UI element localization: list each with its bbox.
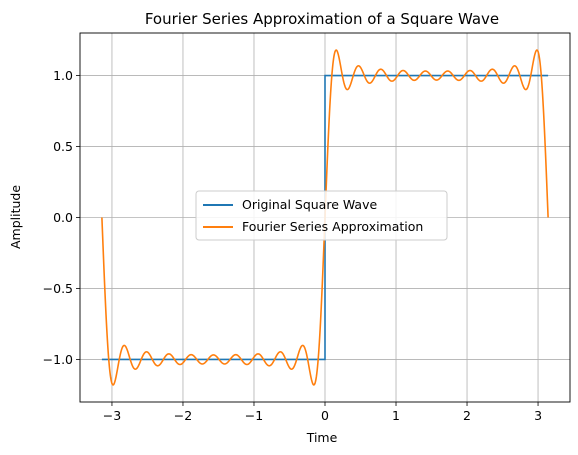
y-tick-label: 0.0 [53, 210, 73, 225]
x-tick-label: 1 [392, 408, 400, 423]
x-tick-label: −2 [174, 408, 192, 423]
x-tick-label: 0 [321, 408, 329, 423]
y-tick-label: −1.0 [43, 352, 73, 367]
y-tick-label: −0.5 [43, 281, 73, 296]
y-tick-label: 0.5 [53, 139, 73, 154]
legend: Original Square Wave Fourier Series Appr… [195, 190, 448, 241]
legend-box [195, 190, 448, 241]
x-tick-label: 3 [534, 408, 542, 423]
y-axis-label: Amplitude [8, 185, 23, 249]
x-axis-label: Time [306, 430, 338, 445]
y-axis: −1.0 −0.5 0.0 0.5 1.0 [43, 68, 80, 367]
legend-label-original: Original Square Wave [242, 197, 377, 212]
chart-title: Fourier Series Approximation of a Square… [145, 10, 499, 28]
x-axis: −3 −2 −1 0 1 2 3 [103, 402, 542, 423]
x-tick-label: −1 [245, 408, 263, 423]
x-tick-label: 2 [463, 408, 471, 423]
y-tick-label: 1.0 [53, 68, 73, 83]
x-tick-label: −3 [103, 408, 121, 423]
legend-label-fourier: Fourier Series Approximation [242, 219, 423, 234]
